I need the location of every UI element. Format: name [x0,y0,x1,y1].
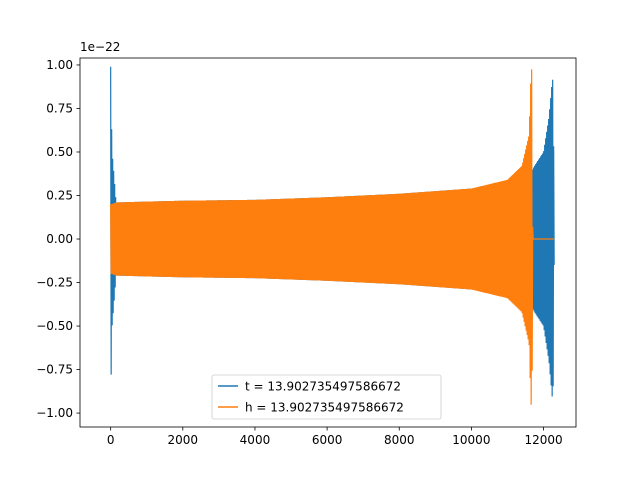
y-scale-label: 1e−22 [80,40,120,54]
axes: 0 2000 4000 6000 8000 10000 12000 1.00 0.75 0.50 0… [36,57,577,447]
x-tick-label: 12000 [524,433,562,447]
x-tick-label: 4000 [240,433,271,447]
y-tick-label: −0.75 [36,363,73,377]
legend-label: h = 13.902735497586672 [245,401,404,415]
legend-label: t = 13.902735497586672 [245,380,401,394]
series-line-1 [110,69,555,405]
x-tick-label: 6000 [312,433,343,447]
y-tick-label: 0.25 [46,189,73,203]
plot-area [110,66,555,405]
y-tick-label: 0.00 [46,232,73,246]
y-tick-label: −0.50 [36,319,73,333]
y-tick-label: 0.50 [46,145,73,159]
legend: t = 13.902735497586672 h = 13.90273549758… [211,374,442,420]
y-tick-label: 1.00 [46,58,73,72]
x-tick-label: 2000 [168,433,199,447]
x-tick-label: 8000 [384,433,415,447]
x-tick-label: 10000 [452,433,490,447]
y-tick-label: −1.00 [36,406,73,420]
legend-box [211,374,442,420]
y-tick-label: −0.25 [36,276,73,290]
x-tick-label: 0 [107,433,115,447]
axes-frame [79,57,577,428]
y-tick-label: 0.75 [46,101,73,115]
